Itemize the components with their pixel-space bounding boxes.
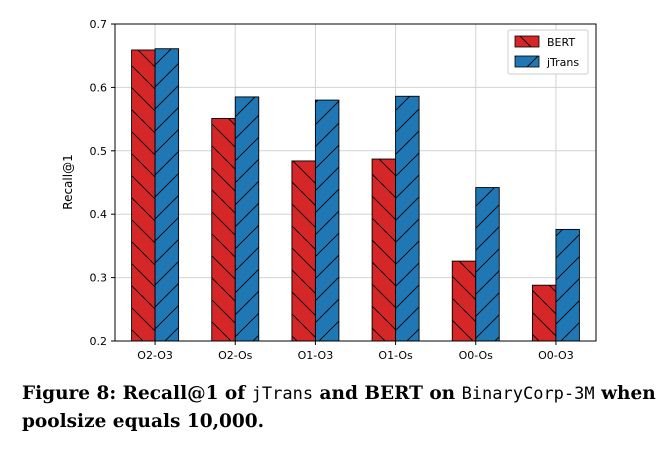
- bar-jtrans-o2-o3: [154, 48, 180, 342]
- caption-code-dataset: BinaryCorp-3M: [461, 384, 595, 404]
- bar-jtrans-o0-os: [475, 187, 500, 342]
- plot-frame: [114, 23, 597, 342]
- bar-bert-o0-os: [451, 260, 477, 342]
- bar-bert-o2-o3: [131, 49, 156, 342]
- legend-label: BERT: [547, 36, 575, 49]
- y-axis: 0.2 0.3 0.4 0.5 0.6 0.7: [90, 18, 115, 348]
- bar-bert-o1-os: [371, 158, 397, 342]
- caption-text-2: and BERT on: [313, 383, 462, 404]
- legend-item-bert: BERT: [514, 35, 575, 49]
- bar-bert-o0-o3: [531, 284, 557, 342]
- legend: BERT jTrans: [507, 29, 589, 75]
- x-tick-label: O2-Os: [218, 349, 253, 362]
- caption-text-1: Figure 8: Recall@1 of: [22, 383, 252, 404]
- y-tick-label: 0.3: [90, 272, 108, 285]
- legend-label: jTrans: [546, 56, 579, 69]
- y-tick-label: 0.7: [90, 18, 108, 31]
- x-axis: O2-O3 O2-Os O1-O3 O1-Os O0-Os O0-O3: [137, 341, 574, 362]
- caption-text-3: when poolsize equals 10,000.: [22, 383, 656, 432]
- bar-chart: 0.20.30.40.50.60.7 O2-O3 O2-Os O1-O3 O1-Os O…: [61, 18, 597, 362]
- y-tick-label: 0.2: [90, 335, 108, 348]
- bar-jtrans-o2-os: [234, 96, 260, 342]
- y-tick-label: 0.4: [90, 208, 108, 221]
- legend-item-jtrans: jTrans: [514, 55, 579, 69]
- x-tick-label: O0-O3: [538, 349, 574, 362]
- y-axis-title: Recall@1: [61, 154, 75, 209]
- x-tick-label: O0-Os: [459, 349, 494, 362]
- bar-bert-o1-o3: [291, 160, 316, 342]
- y-tick-label: 0.6: [90, 81, 108, 94]
- bar-jtrans-o1-o3: [314, 99, 340, 342]
- x-tick-label: O1-O3: [298, 349, 334, 362]
- bar-jtrans-o0-o3: [555, 228, 580, 342]
- figure-caption: Figure 8: Recall@1 of jTrans and BERT on…: [22, 380, 662, 436]
- bar-bert-o2-os: [211, 118, 236, 342]
- bar-jtrans-o1-os: [395, 95, 420, 342]
- y-tick-label: 0.5: [90, 145, 108, 158]
- x-tick-label: O1-Os: [378, 349, 413, 362]
- caption-code-jtrans: jTrans: [251, 384, 314, 404]
- bars-group: [131, 48, 580, 342]
- x-tick-label: O2-O3: [137, 349, 173, 362]
